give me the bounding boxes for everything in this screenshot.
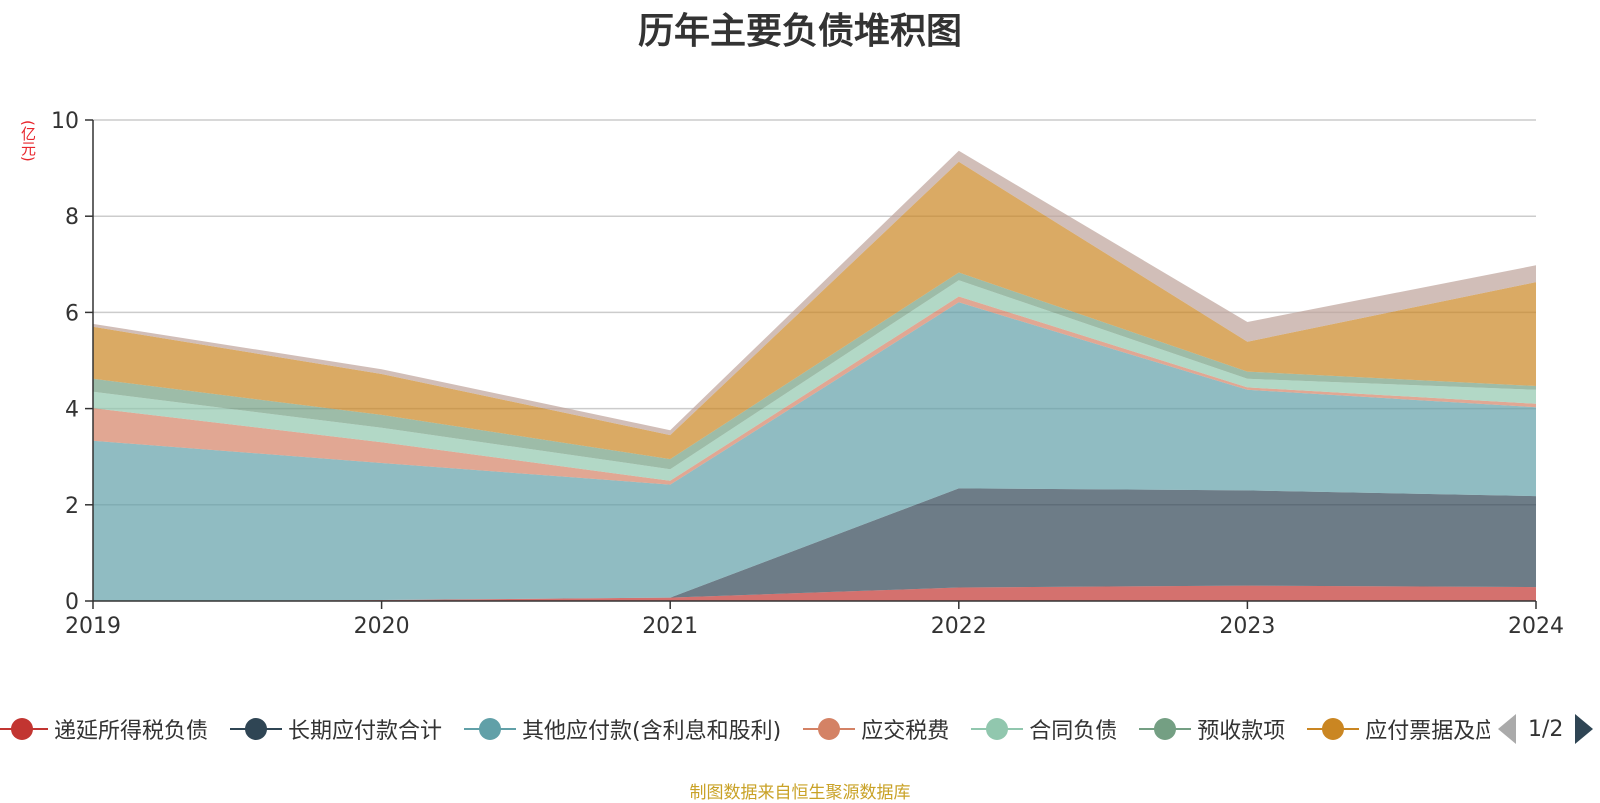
area-series-6 [93, 161, 1536, 460]
legend-label: 递延所得税负债 [54, 719, 209, 744]
x-tick-label: 2020 [354, 614, 410, 639]
legend-prev-icon[interactable] [1498, 714, 1516, 744]
legend-item[interactable]: 递延所得税负债 [0, 712, 208, 746]
x-tick-label: 2023 [1219, 614, 1275, 639]
legend-item[interactable]: 长期应付款合计 [230, 712, 442, 746]
legend-page-number: 1/2 [1528, 716, 1564, 742]
legend-marker-icon [971, 718, 1024, 740]
legend-marker-icon [1307, 718, 1360, 740]
data-source-note: 制图数据来自恒生聚源数据库 [689, 783, 911, 803]
y-tick-label: 0 [65, 590, 79, 615]
y-tick-label: 2 [65, 494, 79, 519]
area-series-3 [93, 296, 1536, 485]
area-series-1 [93, 488, 1536, 601]
y-tick-label: 6 [65, 301, 79, 326]
legend-item[interactable]: 应付票据及应付账款 [1307, 712, 1490, 746]
y-tick-label: 10 [51, 109, 79, 134]
legend-label: 长期应付款合计 [288, 719, 443, 744]
y-tick-label: 8 [65, 205, 79, 230]
legend-item[interactable]: 应交税费 [803, 712, 949, 746]
legend-item[interactable]: 其他应付款(含利息和股利) [464, 712, 781, 746]
y-axis-unit: (亿元) [19, 120, 37, 162]
area-series-5 [93, 272, 1536, 470]
legend-label: 合同负债 [1029, 719, 1118, 744]
legend-label: 应交税费 [861, 719, 950, 744]
legend-marker-icon [230, 718, 283, 740]
legend-marker-icon [464, 718, 517, 740]
area-series-4 [93, 280, 1536, 481]
legend-label: 预收款项 [1197, 719, 1286, 744]
legend-marker-icon [1139, 718, 1192, 740]
legend-label: 其他应付款(含利息和股利) [522, 719, 782, 744]
legend: 递延所得税负债 长期应付款合计 其他应付款(含利息和股利) 应交税费 合同负债 预收款项 应… [0, 712, 1490, 746]
legend-pager: 1/2 [1498, 712, 1594, 746]
legend-label: 应付票据及应付账款 [1365, 719, 1490, 744]
x-tick-label: 2022 [931, 614, 987, 639]
legend-item[interactable]: 预收款项 [1139, 712, 1285, 746]
area-series-7 [93, 150, 1536, 436]
area-series-2 [93, 302, 1536, 601]
x-tick-label: 2019 [65, 614, 121, 639]
legend-next-icon[interactable] [1575, 714, 1594, 744]
x-tick-label: 2021 [642, 614, 698, 639]
legend-item[interactable]: 合同负债 [971, 712, 1117, 746]
y-tick-label: 4 [65, 398, 79, 423]
x-tick-label: 2024 [1508, 614, 1564, 639]
legend-marker-icon [0, 718, 48, 740]
area-series-0 [93, 585, 1536, 601]
legend-marker-icon [803, 718, 856, 740]
chart-title: 历年主要负债堆积图 [637, 11, 962, 52]
